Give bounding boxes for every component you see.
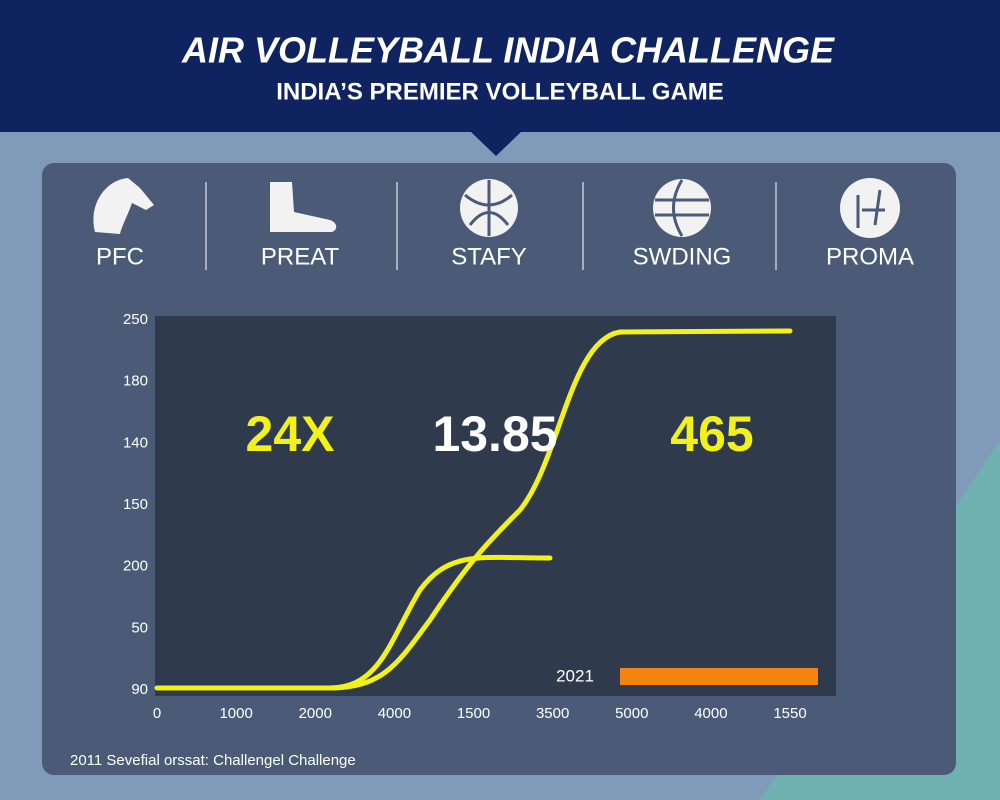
header-band — [0, 0, 1000, 132]
x-axis-label: 1000 — [219, 705, 252, 722]
x-axis-label: 1500 — [457, 705, 490, 722]
legend-swatch — [620, 668, 818, 685]
x-axis-label: 2000 — [299, 705, 332, 722]
header-pointer — [470, 131, 522, 156]
footer: 2011 Sevefial orssat: Challengel Challen… — [70, 752, 356, 769]
category-label: SWDING — [633, 243, 732, 270]
dividers — [205, 182, 777, 270]
y-axis-label: 140 — [123, 434, 148, 451]
x-axis-label: 0 — [153, 705, 161, 722]
x-axis-label: 3500 — [536, 705, 569, 722]
ball-lines — [464, 179, 885, 237]
y-axis-label: 180 — [123, 373, 148, 390]
curves — [154, 328, 793, 691]
category-label: PROMA — [826, 243, 914, 270]
title: AIR VOLLEYBALL INDIA CHALLENGE — [181, 30, 835, 71]
x-axis-label: 1550 — [773, 705, 806, 722]
legend-label: 2021 — [556, 666, 594, 685]
chart-area — [155, 316, 836, 696]
stat-value: 13.85 — [432, 406, 557, 462]
y-axis-label: 200 — [123, 558, 148, 575]
y-axis-label: 50 — [131, 619, 148, 636]
subtitle: INDIA’S PREMIER VOLLEYBALL GAME — [276, 78, 724, 105]
y-axis-label: 250 — [123, 311, 148, 328]
stat-value: 465 — [670, 406, 753, 462]
x-axis-label: 5000 — [615, 705, 648, 722]
stat-value: 24X — [246, 406, 335, 462]
category-label: PREAT — [261, 243, 340, 270]
x-axis-label: 4000 — [694, 705, 727, 722]
y-axis-label: 150 — [123, 496, 148, 513]
y-axis-label: 90 — [131, 681, 148, 698]
x-axis-label: 4000 — [378, 705, 411, 722]
category-label: STAFY — [451, 243, 527, 270]
category-label: PFC — [96, 243, 144, 270]
